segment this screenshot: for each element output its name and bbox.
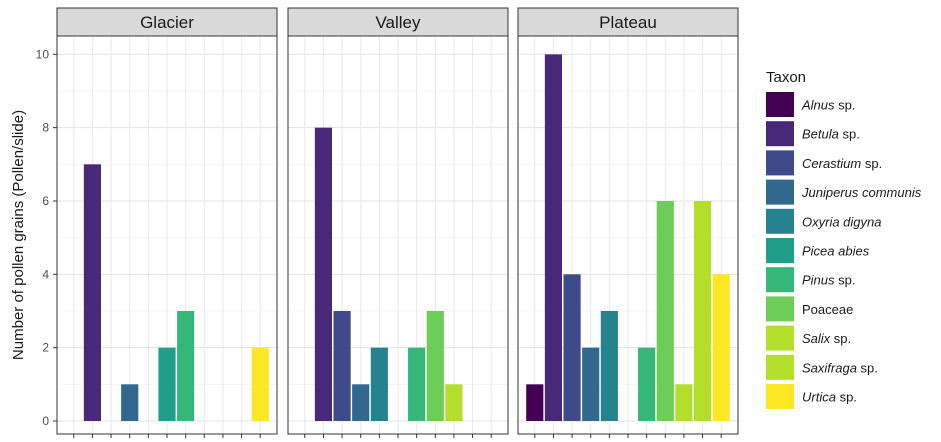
bar-glacier-10 <box>251 347 269 421</box>
facet-strip <box>56 7 278 37</box>
y-axis-title: Number of pollen grains (Pollen/slide) <box>10 110 27 360</box>
legend-key <box>766 208 794 234</box>
bar-valley-1 <box>314 127 332 422</box>
bar-valley-2 <box>333 311 351 421</box>
bar-plateau-9 <box>694 201 712 421</box>
bar-plateau-0 <box>526 384 544 421</box>
legend-entry-label: Juniperus communis <box>801 185 922 200</box>
panel-border <box>517 35 739 435</box>
bar-plateau-2 <box>563 274 581 421</box>
bar-valley-6 <box>408 347 426 421</box>
legend-entry-label: Pinus sp. <box>802 273 856 288</box>
y-tick-label: 4 <box>42 267 49 281</box>
legend-entry-label: Urtica sp. <box>802 390 857 405</box>
legend-key <box>766 384 794 409</box>
bar-plateau-1 <box>544 54 562 421</box>
facet-strip-label: Valley <box>375 13 421 32</box>
y-tick-label: 6 <box>42 194 49 208</box>
panel-border <box>287 35 509 435</box>
facet-valley: Valley <box>287 7 509 438</box>
legend-entry-label: Saxifraga sp. <box>802 360 878 375</box>
legend-entry-label: Salix sp. <box>802 331 851 346</box>
bar-plateau-4 <box>600 311 618 421</box>
facet-glacier: Glacier <box>56 7 278 438</box>
legend-entry-label: Alnus sp. <box>801 98 856 113</box>
bar-plateau-8 <box>675 384 693 421</box>
y-tick-label: 8 <box>42 121 49 135</box>
bar-valley-7 <box>426 311 444 421</box>
facet-strip-label: Glacier <box>140 13 194 32</box>
legend-key <box>766 354 794 380</box>
panel-border <box>56 35 278 435</box>
bar-valley-4 <box>370 347 388 421</box>
y-tick-label: 0 <box>42 414 49 428</box>
legend-title: Taxon <box>766 69 806 86</box>
legend-entry-label: Betula sp. <box>802 127 860 142</box>
y-tick-label: 10 <box>36 47 50 61</box>
legend-entry-label: Cerastium sp. <box>802 156 882 171</box>
legend-key <box>766 238 794 263</box>
bar-valley-3 <box>352 384 370 421</box>
legend-entry-label: Picea abies <box>802 244 870 259</box>
facet-strip-label: Plateau <box>599 13 657 32</box>
legend-key <box>766 325 794 351</box>
y-tick-label: 2 <box>42 341 49 355</box>
legend-key <box>766 267 794 293</box>
bar-glacier-3 <box>121 384 139 421</box>
bar-glacier-6 <box>177 311 195 421</box>
bar-glacier-1 <box>83 164 101 422</box>
bar-plateau-3 <box>582 347 600 421</box>
y-axis-ticks: 0 2 4 6 8 10 <box>36 47 57 428</box>
bar-plateau-7 <box>656 201 674 421</box>
legend-entry-label: Oxyria digyna <box>802 214 881 229</box>
legend-key <box>766 296 794 322</box>
legend-key <box>766 179 794 205</box>
legend-key <box>766 92 794 117</box>
bar-plateau-10 <box>712 274 730 421</box>
legend: Taxon Alnus sp. Betula sp. Cerastium sp. Ju… <box>766 69 922 409</box>
facet-panels: Glacier Valley Plateau <box>56 7 739 438</box>
bar-plateau-6 <box>638 347 656 421</box>
legend-key <box>766 121 794 147</box>
legend-entry-label: Poaceae <box>802 302 853 317</box>
legend-key <box>766 150 794 176</box>
bar-valley-8 <box>445 384 463 421</box>
bar-glacier-5 <box>158 347 176 421</box>
facet-plateau: Plateau <box>517 7 739 438</box>
